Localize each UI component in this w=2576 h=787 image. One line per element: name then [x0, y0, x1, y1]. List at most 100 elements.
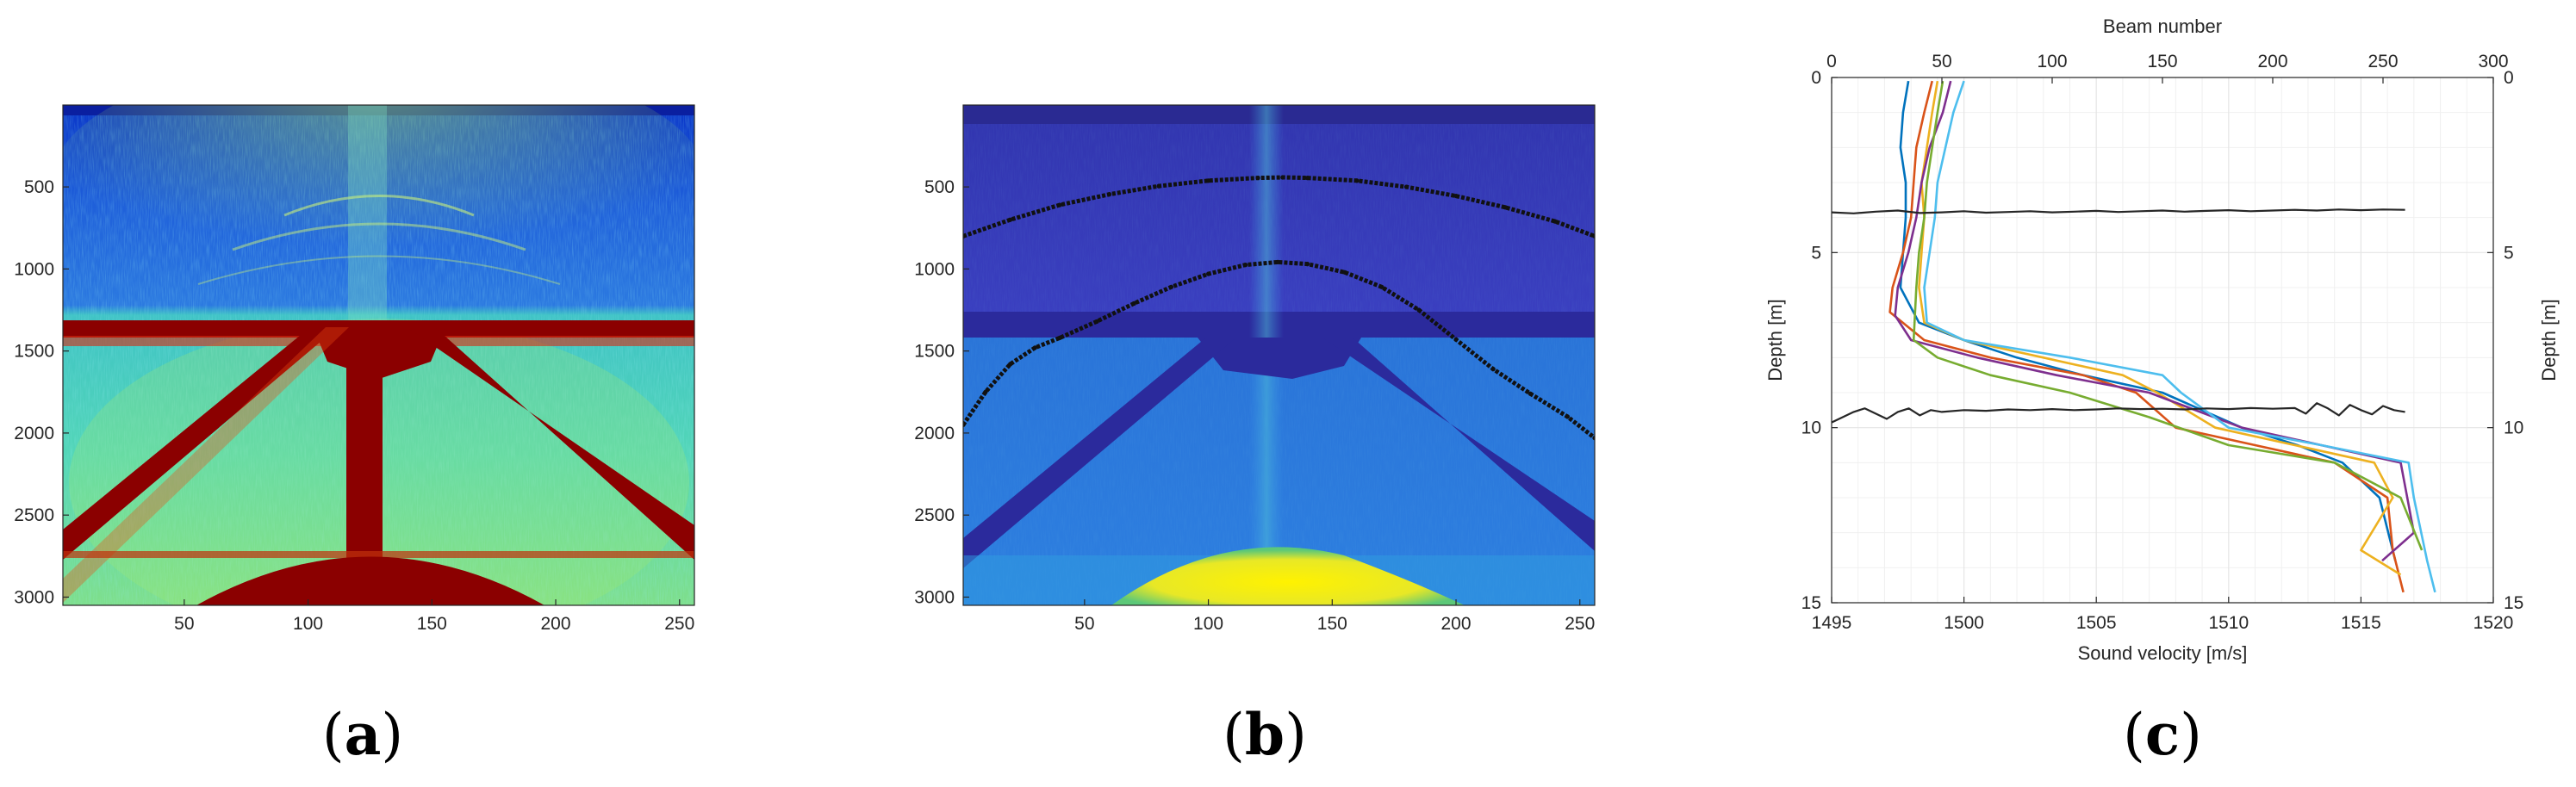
trace-point	[1106, 192, 1112, 197]
y-tick-label: 500	[924, 177, 955, 197]
x2-tick-label: 50	[1932, 52, 1951, 71]
trace-point	[1592, 436, 1595, 441]
trace-point	[1503, 205, 1509, 210]
x2-tick-label: 300	[2478, 52, 2508, 71]
x-tick-label: 200	[541, 614, 571, 634]
x-tick-label: 50	[174, 614, 194, 634]
trace-point	[1032, 345, 1037, 350]
y-tick-label: 15	[1801, 593, 1821, 613]
trace-point	[963, 233, 966, 239]
y2-tick-label: 10	[2504, 418, 2523, 438]
x2-tick-label: 250	[2368, 52, 2398, 71]
trace-point	[1008, 362, 1013, 367]
y-tick-label: 5	[1811, 243, 1821, 263]
trace-point	[1275, 259, 1280, 264]
y-tick-label: 3000	[914, 587, 955, 607]
trace-point	[963, 422, 966, 427]
y-tick-label: 1500	[914, 342, 955, 362]
y-axis-label: Depth [m]	[1764, 299, 1786, 381]
y-tick-label: 2000	[14, 424, 54, 443]
panel-label-c: (c)	[2123, 701, 2202, 768]
trace-point	[1354, 178, 1360, 183]
x2-tick-label: 200	[2257, 52, 2287, 71]
x2-tick-label: 100	[2037, 52, 2067, 71]
y-tick-label: 3000	[14, 587, 54, 607]
y-tick-label: 10	[1801, 418, 1821, 438]
trace-point	[1255, 176, 1260, 181]
y-tick-label: 0	[1811, 68, 1821, 88]
trace-point	[1243, 262, 1248, 268]
trace-point	[1453, 337, 1459, 342]
y2-tick-label: 15	[2504, 593, 2523, 613]
trace-point	[1403, 184, 1409, 189]
traced-curve-2	[963, 259, 1595, 440]
x-axis-label: Sound velocity [m/s]	[2078, 642, 2248, 664]
x-tick-label: 100	[293, 614, 323, 634]
x-tick-label: 100	[1193, 614, 1223, 634]
x-tick-label: 150	[1317, 614, 1347, 634]
x-tick-label: 1495	[1812, 613, 1852, 633]
y-tick-label: 1500	[14, 342, 54, 362]
trace-point	[1205, 178, 1211, 183]
heatmap-b-image	[963, 105, 1595, 605]
trace-point	[1453, 193, 1459, 199]
trace-point	[1131, 301, 1136, 306]
velocity-profile-5	[1912, 80, 2424, 551]
x-tick-label: 250	[1565, 614, 1595, 634]
y2-axis-label: Depth [m]	[2538, 299, 2560, 381]
trace-point	[1379, 284, 1384, 289]
beam-band-left	[963, 338, 1236, 568]
x2-tick-label: 0	[1826, 52, 1837, 71]
x-tick-label: 1520	[2473, 613, 2514, 633]
y-tick-label: 2000	[914, 424, 955, 443]
trace-point	[1342, 270, 1347, 275]
panel-b: 50 100 150 200 250 500 1000 1500 2000 2500 3000 (b…	[914, 104, 1596, 768]
panel-a: 50 100 150 200 250 500 1000 1500 2000 2500 3000 (a…	[14, 104, 695, 768]
trace-point	[1592, 233, 1595, 239]
saturated-bottom-arc	[196, 556, 544, 605]
x-tick-label: 200	[1441, 614, 1472, 634]
y2-tick-label: 5	[2504, 243, 2514, 263]
trace-point	[1565, 414, 1570, 419]
trace-point	[1156, 183, 1161, 189]
trace-point	[1094, 319, 1099, 324]
trace-point	[1528, 391, 1533, 396]
trace-point	[983, 389, 988, 394]
y-tick-label: 2500	[914, 505, 955, 525]
trace-point	[1057, 335, 1062, 340]
y-tick-label: 2500	[14, 505, 54, 525]
trace-point	[1490, 367, 1496, 372]
x2-tick-label: 150	[2147, 52, 2177, 71]
velocity-profile-6	[1923, 80, 2436, 593]
interface-line-1	[1832, 208, 2405, 214]
x-tick-label: 150	[417, 614, 447, 634]
x-tick-label: 1500	[1944, 613, 1984, 633]
trace-point	[1008, 217, 1013, 222]
x-tick-label: 1505	[2076, 613, 2117, 633]
trace-point	[1304, 176, 1310, 181]
interface-line-2	[1832, 402, 2405, 424]
trace-point	[1416, 307, 1422, 313]
heatmap-a-image	[63, 105, 694, 605]
y-tick-label: 500	[24, 177, 54, 197]
panel-label-b: (b)	[1223, 701, 1307, 768]
trace-point	[1168, 284, 1174, 289]
x-tick-label: 1515	[2341, 613, 2381, 633]
x-tick-label: 50	[1074, 614, 1094, 634]
trace-point	[1280, 175, 1285, 180]
y2-tick-label: 0	[2504, 68, 2514, 88]
x-tick-label: 1510	[2208, 613, 2249, 633]
y-tick-label: 1000	[914, 259, 955, 279]
trace-point	[1057, 202, 1062, 208]
trace-point	[1304, 262, 1310, 267]
trace-point	[1205, 271, 1211, 276]
x-tick-label: 250	[664, 614, 694, 634]
panel-label-a: (a)	[322, 701, 403, 768]
x2-axis-label: Beam number	[2103, 15, 2222, 37]
y-tick-label: 1000	[14, 259, 54, 279]
saturated-left-diagonal	[63, 327, 338, 560]
trace-point	[1552, 219, 1558, 224]
bright-arc	[1111, 547, 1465, 605]
